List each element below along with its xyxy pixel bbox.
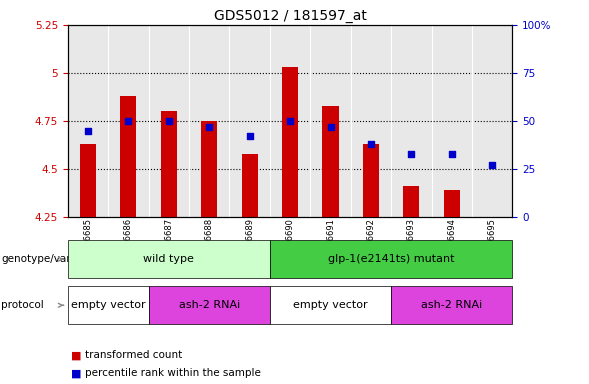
Point [488,162,497,168]
Bar [363,144,379,217]
Bar [403,186,419,217]
Bar [444,190,460,217]
Bar [322,106,339,217]
Text: glp-1(e2141ts) mutant: glp-1(e2141ts) mutant [328,254,454,264]
Bar [120,96,137,217]
Point [245,133,254,139]
Point [447,151,456,157]
Text: ash-2 RNAi: ash-2 RNAi [178,300,240,310]
Text: protocol: protocol [1,300,44,310]
Text: ash-2 RNAi: ash-2 RNAi [421,300,482,310]
Text: genotype/variation: genotype/variation [1,254,100,264]
Bar [241,154,258,217]
Point [285,118,294,124]
Text: percentile rank within the sample: percentile rank within the sample [85,368,262,378]
Text: wild type: wild type [143,254,194,264]
Bar [161,111,177,217]
Point [326,124,335,130]
Point [366,141,376,147]
Bar [201,121,217,217]
Text: transformed count: transformed count [85,350,183,360]
Point [406,151,416,157]
Bar [282,67,298,217]
Text: empty vector: empty vector [71,300,145,310]
Point [124,118,133,124]
Point [164,118,174,124]
Text: ■: ■ [71,368,81,378]
Point [83,127,92,134]
Title: GDS5012 / 181597_at: GDS5012 / 181597_at [214,8,366,23]
Text: empty vector: empty vector [293,300,368,310]
Text: ■: ■ [71,350,81,360]
Point [204,124,214,130]
Bar [80,144,96,217]
